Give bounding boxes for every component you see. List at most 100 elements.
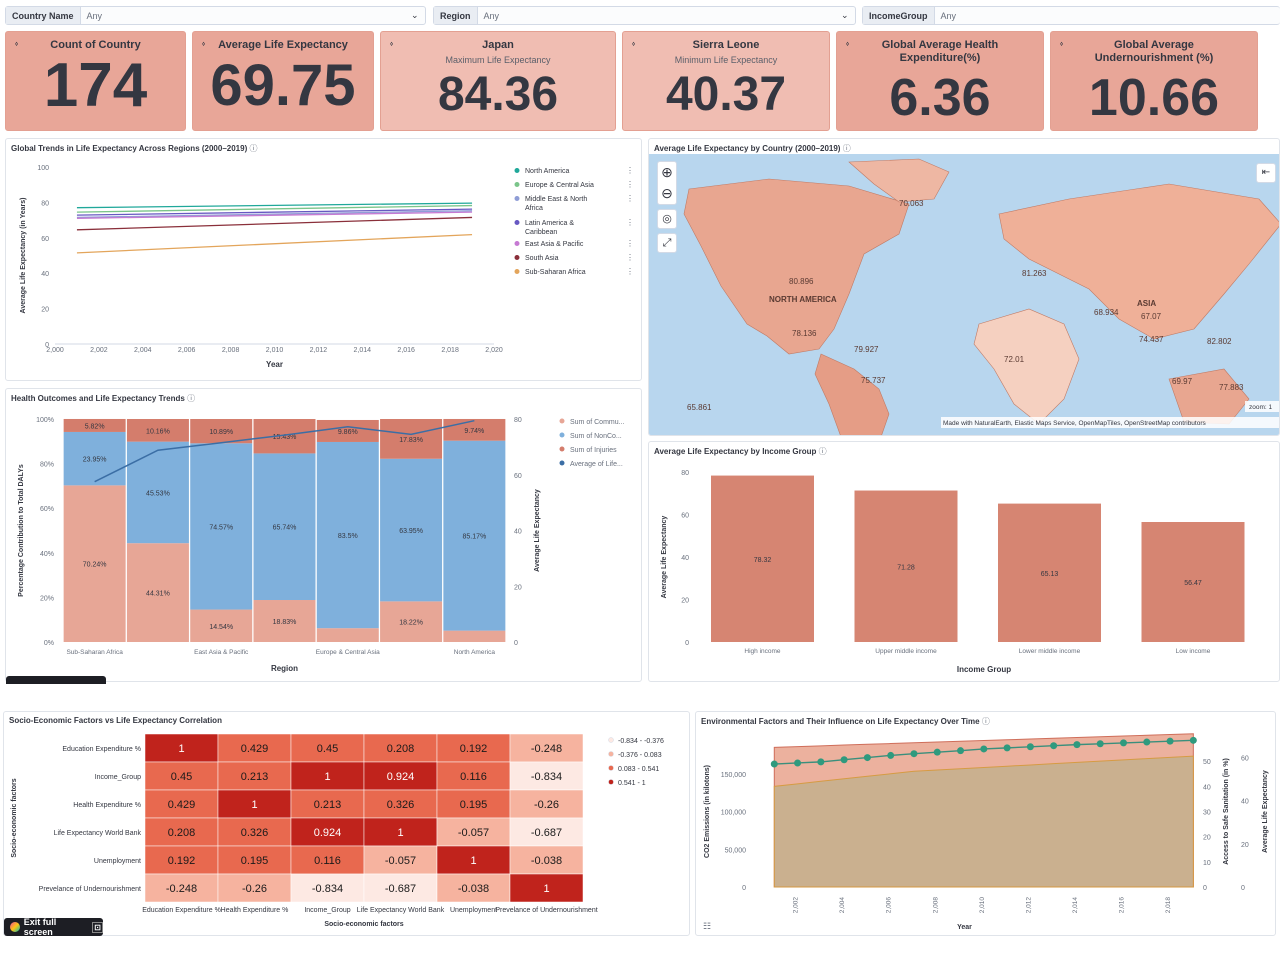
health-panel: Health Outcomes and Life Expectancy Tren…: [5, 388, 642, 682]
info-icon[interactable]: ⓘ: [187, 394, 196, 403]
series-line: [76, 202, 473, 209]
legend-label: Sum of Commu...: [570, 419, 625, 426]
bar-data-label: 85.17%: [462, 534, 486, 541]
y-tick-label: 20%: [40, 595, 54, 602]
heatmap-cell-label: -0.038: [531, 855, 562, 867]
legend-marker: [559, 432, 565, 438]
map-greenland[interactable]: [848, 158, 950, 203]
y-tick-label: 0: [685, 640, 689, 647]
heatmap-cell-label: 0.195: [460, 799, 488, 811]
map-north-america[interactable]: [683, 178, 910, 355]
y-axis-title: Average Life Expectancy (in Years): [20, 198, 27, 314]
x-axis-title: Year: [266, 360, 283, 369]
chevron-down-icon[interactable]: ⌄: [411, 10, 419, 20]
legend-label: East Asia & Pacific: [525, 241, 584, 248]
info-icon[interactable]: ⓘ: [842, 144, 851, 153]
heatmap-cell: [290, 761, 365, 791]
list-icon[interactable]: ☷: [703, 921, 712, 931]
stacked-bar-segment: [316, 419, 379, 442]
income-bar: [998, 503, 1101, 642]
x-tick-label: East Asia & Pacific: [194, 649, 249, 656]
y2-tick-label: 20: [514, 584, 522, 591]
expand-icon[interactable]: ⤢: [657, 233, 677, 253]
bar-data-label: 83.5%: [338, 533, 358, 540]
bar-data-label: 14.54%: [209, 624, 233, 631]
tag-icon: ⬫: [15, 38, 19, 50]
life-expectancy-point: [1120, 739, 1127, 747]
heatmap-cell: [217, 789, 292, 819]
kpi-count-country: ⬫ Count of Country 174: [5, 31, 186, 131]
y2-tick-label: 60: [514, 473, 522, 480]
kpi-subtitle: Maximum Life Expectancy: [445, 55, 551, 65]
stacked-bar-segment: [380, 601, 443, 642]
filter-bar: Country Name Any ⌄ Region Any ⌄ IncomeGr…: [0, 0, 1280, 30]
y2-axis-title: Access to Safe Sanitation (in %): [1223, 758, 1230, 865]
legend-label: Caribbean: [525, 229, 557, 236]
more-icon: ⋮: [626, 218, 634, 227]
info-icon[interactable]: ⓘ: [249, 144, 258, 153]
info-icon[interactable]: ⓘ: [818, 447, 827, 456]
y-tick-label: 80: [681, 470, 689, 477]
exit-full-screen-button[interactable]: Exit full screen ⊡: [4, 917, 103, 937]
y-tick-label: 20: [41, 307, 49, 314]
x-tick-label: 2,006: [886, 897, 893, 914]
sanitation-area: [773, 755, 1194, 888]
panel-title: Environmental Factors and Their Influenc…: [701, 717, 990, 726]
legend-label: South Asia: [525, 255, 559, 262]
bar-data-label: 17.83%: [399, 437, 423, 444]
map-australia[interactable]: [1168, 368, 1250, 425]
zoom-in-icon[interactable]: ⊕: [661, 164, 673, 180]
y2-tick-label: 40: [1203, 784, 1211, 791]
life-expectancy-point: [794, 759, 802, 767]
heatmap-row-label: Income_Group: [95, 774, 141, 781]
y-tick-label: 40: [681, 555, 689, 562]
world-map[interactable]: 70.063 NORTH AMERICA 78.136 79.927 75.73…: [649, 154, 1280, 436]
bar-data-label: 5.82%: [85, 423, 105, 430]
environment-panel: Environmental Factors and Their Influenc…: [695, 711, 1276, 936]
country-name-filter[interactable]: Country Name Any ⌄: [5, 6, 426, 25]
stacked-bar-segment: [190, 609, 253, 642]
more-icon: ⋮: [626, 180, 634, 189]
health-chart: 0% 20% 40% 60% 80% 100% 0 20 40 60 80 Percentage Co…: [18, 417, 625, 673]
bar-data-label: 9.74%: [464, 428, 484, 435]
map-south-america[interactable]: [814, 353, 890, 436]
legend-toggle-icon[interactable]: ⇤: [1256, 163, 1276, 183]
map-africa[interactable]: [973, 308, 1080, 425]
x-tick-label: 2,006: [178, 347, 196, 354]
heatmap-cell-label: -0.687: [531, 827, 562, 839]
income-panel: Average Life Expectancy by Income Group …: [648, 441, 1280, 682]
y3-tick-label: 0: [1241, 885, 1245, 892]
legend-label: Sum of Injuries: [570, 447, 617, 454]
info-icon[interactable]: ⓘ: [981, 717, 990, 726]
bar-data-label: 70.24%: [83, 562, 107, 569]
heatmap-cell: [363, 789, 438, 819]
bar-data-label: 18.83%: [273, 619, 297, 626]
life-expectancy-point: [957, 747, 965, 755]
legend-marker: [514, 168, 520, 173]
heatmap-cell: [217, 733, 292, 763]
heatmap-cell: [436, 733, 511, 763]
heatmap-cell-label: 1: [397, 827, 403, 839]
life-expectancy-point: [1166, 737, 1174, 745]
zoom-out-icon[interactable]: ⊖: [661, 185, 673, 201]
heatmap-cell: [144, 873, 219, 903]
stacked-bar-segment: [316, 441, 379, 629]
kpi-average-life-expectancy: ⬫ Average Life Expectancy 69.75: [192, 31, 374, 131]
legend-label: -0.376 - 0.083: [618, 752, 662, 759]
income-group-filter[interactable]: IncomeGroup Any: [862, 6, 1280, 25]
fit-bounds-icon[interactable]: ◎: [657, 209, 677, 229]
region-filter[interactable]: Region Any ⌄: [433, 6, 856, 25]
map-eurasia[interactable]: [998, 183, 1280, 340]
heatmap-row-label: Life Expectancy World Bank: [54, 830, 142, 837]
kpi-value: 10.66: [1088, 69, 1220, 127]
y-axis-title: Socio-economic factors: [11, 778, 18, 857]
kpi-max-life-expectancy: ⬫ Japan Maximum Life Expectancy 84.36: [380, 31, 616, 131]
legend-marker: [608, 737, 614, 743]
y-tick-label: 40: [41, 271, 49, 278]
heatmap-cell-label: 0.45: [317, 743, 338, 755]
bar-data-label: 15.43%: [273, 434, 297, 441]
heatmap-cell-label: 0.116: [314, 855, 341, 867]
map-attribution[interactable]: Made with NaturalEarth, Elastic Maps Ser…: [943, 420, 1207, 427]
bar-data-label: 18.22%: [399, 620, 423, 627]
chevron-down-icon[interactable]: ⌄: [841, 10, 849, 20]
